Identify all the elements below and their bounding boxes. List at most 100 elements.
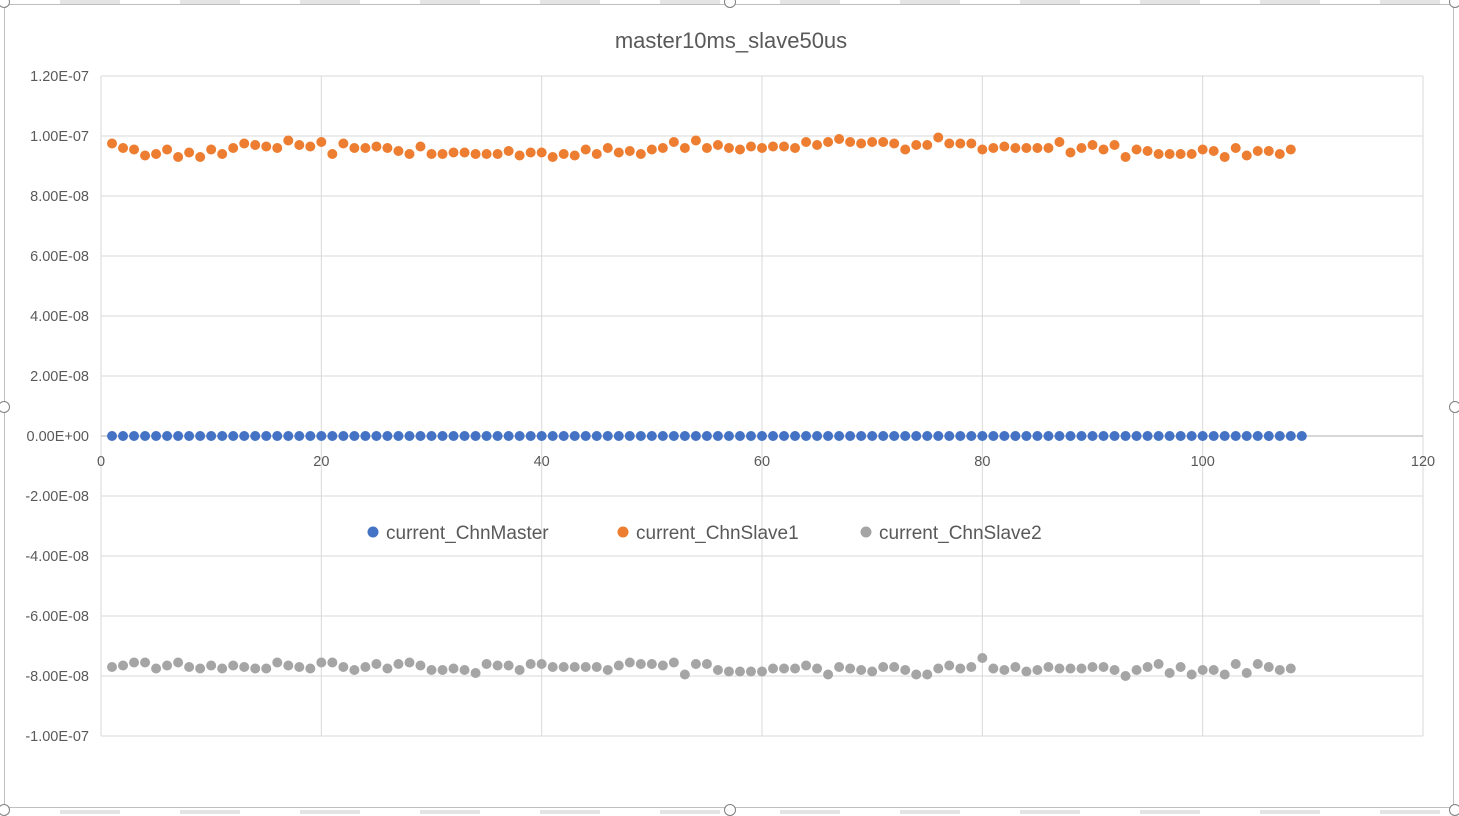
data-point[interactable] bbox=[1065, 147, 1076, 158]
data-point[interactable] bbox=[514, 665, 525, 675]
data-point[interactable] bbox=[966, 431, 977, 441]
data-point[interactable] bbox=[823, 137, 834, 147]
data-point[interactable] bbox=[1285, 144, 1296, 155]
data-point[interactable] bbox=[1219, 431, 1230, 441]
data-point[interactable] bbox=[1054, 663, 1065, 674]
data-point[interactable] bbox=[977, 431, 988, 441]
data-point[interactable] bbox=[492, 660, 503, 671]
data-point[interactable] bbox=[1230, 659, 1241, 669]
data-point[interactable] bbox=[437, 149, 448, 159]
data-point[interactable] bbox=[1263, 146, 1274, 156]
legend-label[interactable]: current_ChnSlave2 bbox=[879, 523, 1042, 544]
data-point[interactable] bbox=[1098, 431, 1109, 441]
data-point[interactable] bbox=[173, 431, 184, 441]
data-point[interactable] bbox=[779, 141, 790, 152]
data-point[interactable] bbox=[1197, 431, 1208, 441]
data-point[interactable] bbox=[878, 662, 889, 672]
data-point[interactable] bbox=[624, 431, 635, 441]
data-point[interactable] bbox=[944, 431, 955, 441]
data-point[interactable] bbox=[503, 146, 514, 156]
data-point[interactable] bbox=[151, 149, 162, 159]
data-point[interactable] bbox=[613, 660, 624, 671]
data-point[interactable] bbox=[1153, 149, 1164, 159]
data-point[interactable] bbox=[140, 150, 151, 161]
data-point[interactable] bbox=[118, 431, 129, 441]
data-point[interactable] bbox=[470, 149, 481, 159]
data-point[interactable] bbox=[327, 149, 338, 159]
data-point[interactable] bbox=[900, 431, 911, 441]
data-point[interactable] bbox=[349, 143, 360, 153]
data-point[interactable] bbox=[503, 431, 514, 441]
data-point[interactable] bbox=[602, 143, 613, 153]
data-point[interactable] bbox=[228, 660, 239, 671]
data-point[interactable] bbox=[1153, 431, 1164, 441]
data-point[interactable] bbox=[1043, 143, 1054, 153]
resize-handle-top-center[interactable] bbox=[724, 0, 736, 8]
data-point[interactable] bbox=[195, 431, 206, 441]
data-point[interactable] bbox=[790, 431, 801, 441]
data-point[interactable] bbox=[1098, 662, 1109, 672]
data-point[interactable] bbox=[437, 431, 448, 441]
data-point[interactable] bbox=[338, 662, 349, 672]
data-point[interactable] bbox=[162, 660, 173, 671]
data-point[interactable] bbox=[371, 141, 382, 152]
data-point[interactable] bbox=[1241, 668, 1252, 678]
data-point[interactable] bbox=[801, 431, 812, 441]
data-point[interactable] bbox=[349, 665, 360, 675]
data-point[interactable] bbox=[1252, 146, 1263, 156]
data-point[interactable] bbox=[316, 657, 327, 668]
data-point[interactable] bbox=[1197, 144, 1208, 155]
data-point[interactable] bbox=[459, 147, 470, 158]
legend[interactable]: current_ChnMaster current_ChnSlave1 curren… bbox=[367, 523, 1042, 544]
data-point[interactable] bbox=[591, 662, 602, 672]
data-point[interactable] bbox=[569, 431, 580, 441]
data-point[interactable] bbox=[1164, 431, 1175, 441]
data-point[interactable] bbox=[228, 143, 239, 153]
data-point[interactable] bbox=[679, 143, 690, 153]
data-point[interactable] bbox=[448, 663, 459, 674]
data-point[interactable] bbox=[712, 665, 723, 675]
data-point[interactable] bbox=[206, 431, 217, 441]
data-point[interactable] bbox=[1263, 662, 1274, 672]
data-point[interactable] bbox=[1043, 431, 1054, 441]
data-point[interactable] bbox=[173, 657, 184, 668]
data-point[interactable] bbox=[338, 431, 349, 441]
data-point[interactable] bbox=[1208, 146, 1219, 156]
data-point[interactable] bbox=[1010, 662, 1021, 672]
data-point[interactable] bbox=[1219, 669, 1230, 680]
chart-area[interactable]: master10ms_slave50us 1.20E-07 1.00E-07 8.0… bbox=[4, 4, 1454, 808]
data-point[interactable] bbox=[173, 152, 184, 162]
data-point[interactable] bbox=[305, 431, 316, 441]
data-point[interactable] bbox=[635, 149, 646, 159]
data-point[interactable] bbox=[1087, 431, 1098, 441]
data-point[interactable] bbox=[657, 431, 668, 441]
data-point[interactable] bbox=[1252, 659, 1263, 669]
data-point[interactable] bbox=[382, 431, 393, 441]
data-point[interactable] bbox=[723, 431, 734, 441]
data-point[interactable] bbox=[867, 431, 878, 441]
data-point[interactable] bbox=[701, 143, 712, 153]
data-point[interactable] bbox=[283, 431, 294, 441]
data-point[interactable] bbox=[1274, 431, 1285, 441]
data-point[interactable] bbox=[657, 143, 668, 153]
data-point[interactable] bbox=[1131, 431, 1142, 441]
data-point[interactable] bbox=[272, 431, 283, 441]
data-point[interactable] bbox=[1065, 431, 1076, 441]
data-point[interactable] bbox=[140, 657, 151, 668]
data-point[interactable] bbox=[151, 431, 162, 441]
data-point[interactable] bbox=[1208, 665, 1219, 675]
data-point[interactable] bbox=[1153, 659, 1164, 669]
data-point[interactable] bbox=[547, 431, 558, 441]
data-point[interactable] bbox=[404, 657, 415, 668]
data-point[interactable] bbox=[1131, 144, 1142, 155]
data-point[interactable] bbox=[955, 138, 966, 149]
legend-label[interactable]: current_ChnSlave1 bbox=[636, 523, 799, 544]
data-point[interactable] bbox=[1175, 662, 1186, 672]
data-point[interactable] bbox=[734, 666, 745, 677]
data-point[interactable] bbox=[977, 653, 988, 663]
data-point[interactable] bbox=[635, 431, 646, 441]
data-point[interactable] bbox=[624, 146, 635, 156]
data-point[interactable] bbox=[404, 431, 415, 441]
data-point[interactable] bbox=[239, 431, 250, 441]
data-point[interactable] bbox=[922, 431, 933, 441]
